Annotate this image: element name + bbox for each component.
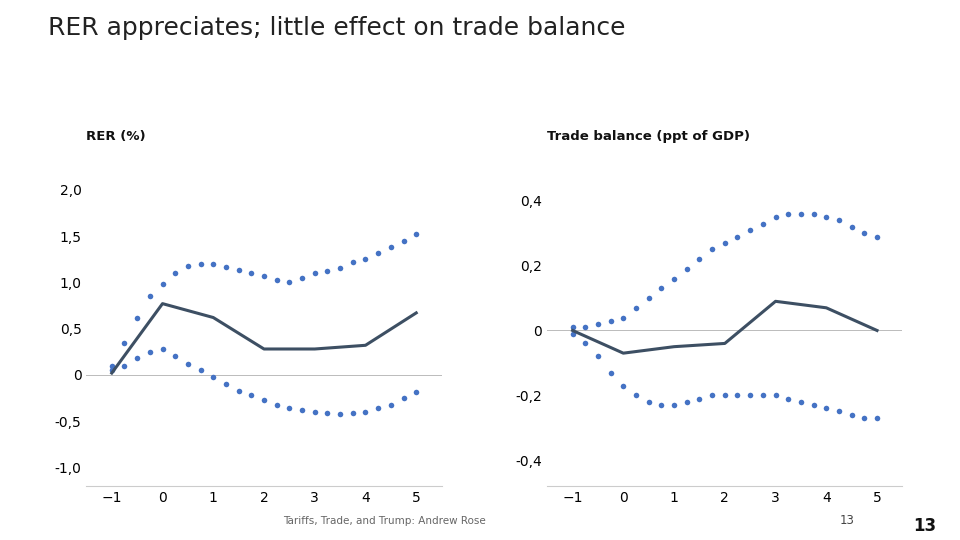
Text: 13: 13 <box>840 514 854 526</box>
Text: 13: 13 <box>913 517 936 535</box>
Text: RER (%): RER (%) <box>86 130 146 143</box>
Text: Tariffs, Trade, and Trump: Andrew Rose: Tariffs, Trade, and Trump: Andrew Rose <box>282 516 486 526</box>
Text: Trade balance (ppt of GDP): Trade balance (ppt of GDP) <box>547 130 750 143</box>
Text: RER appreciates; little effect on trade balance: RER appreciates; little effect on trade … <box>48 16 626 40</box>
